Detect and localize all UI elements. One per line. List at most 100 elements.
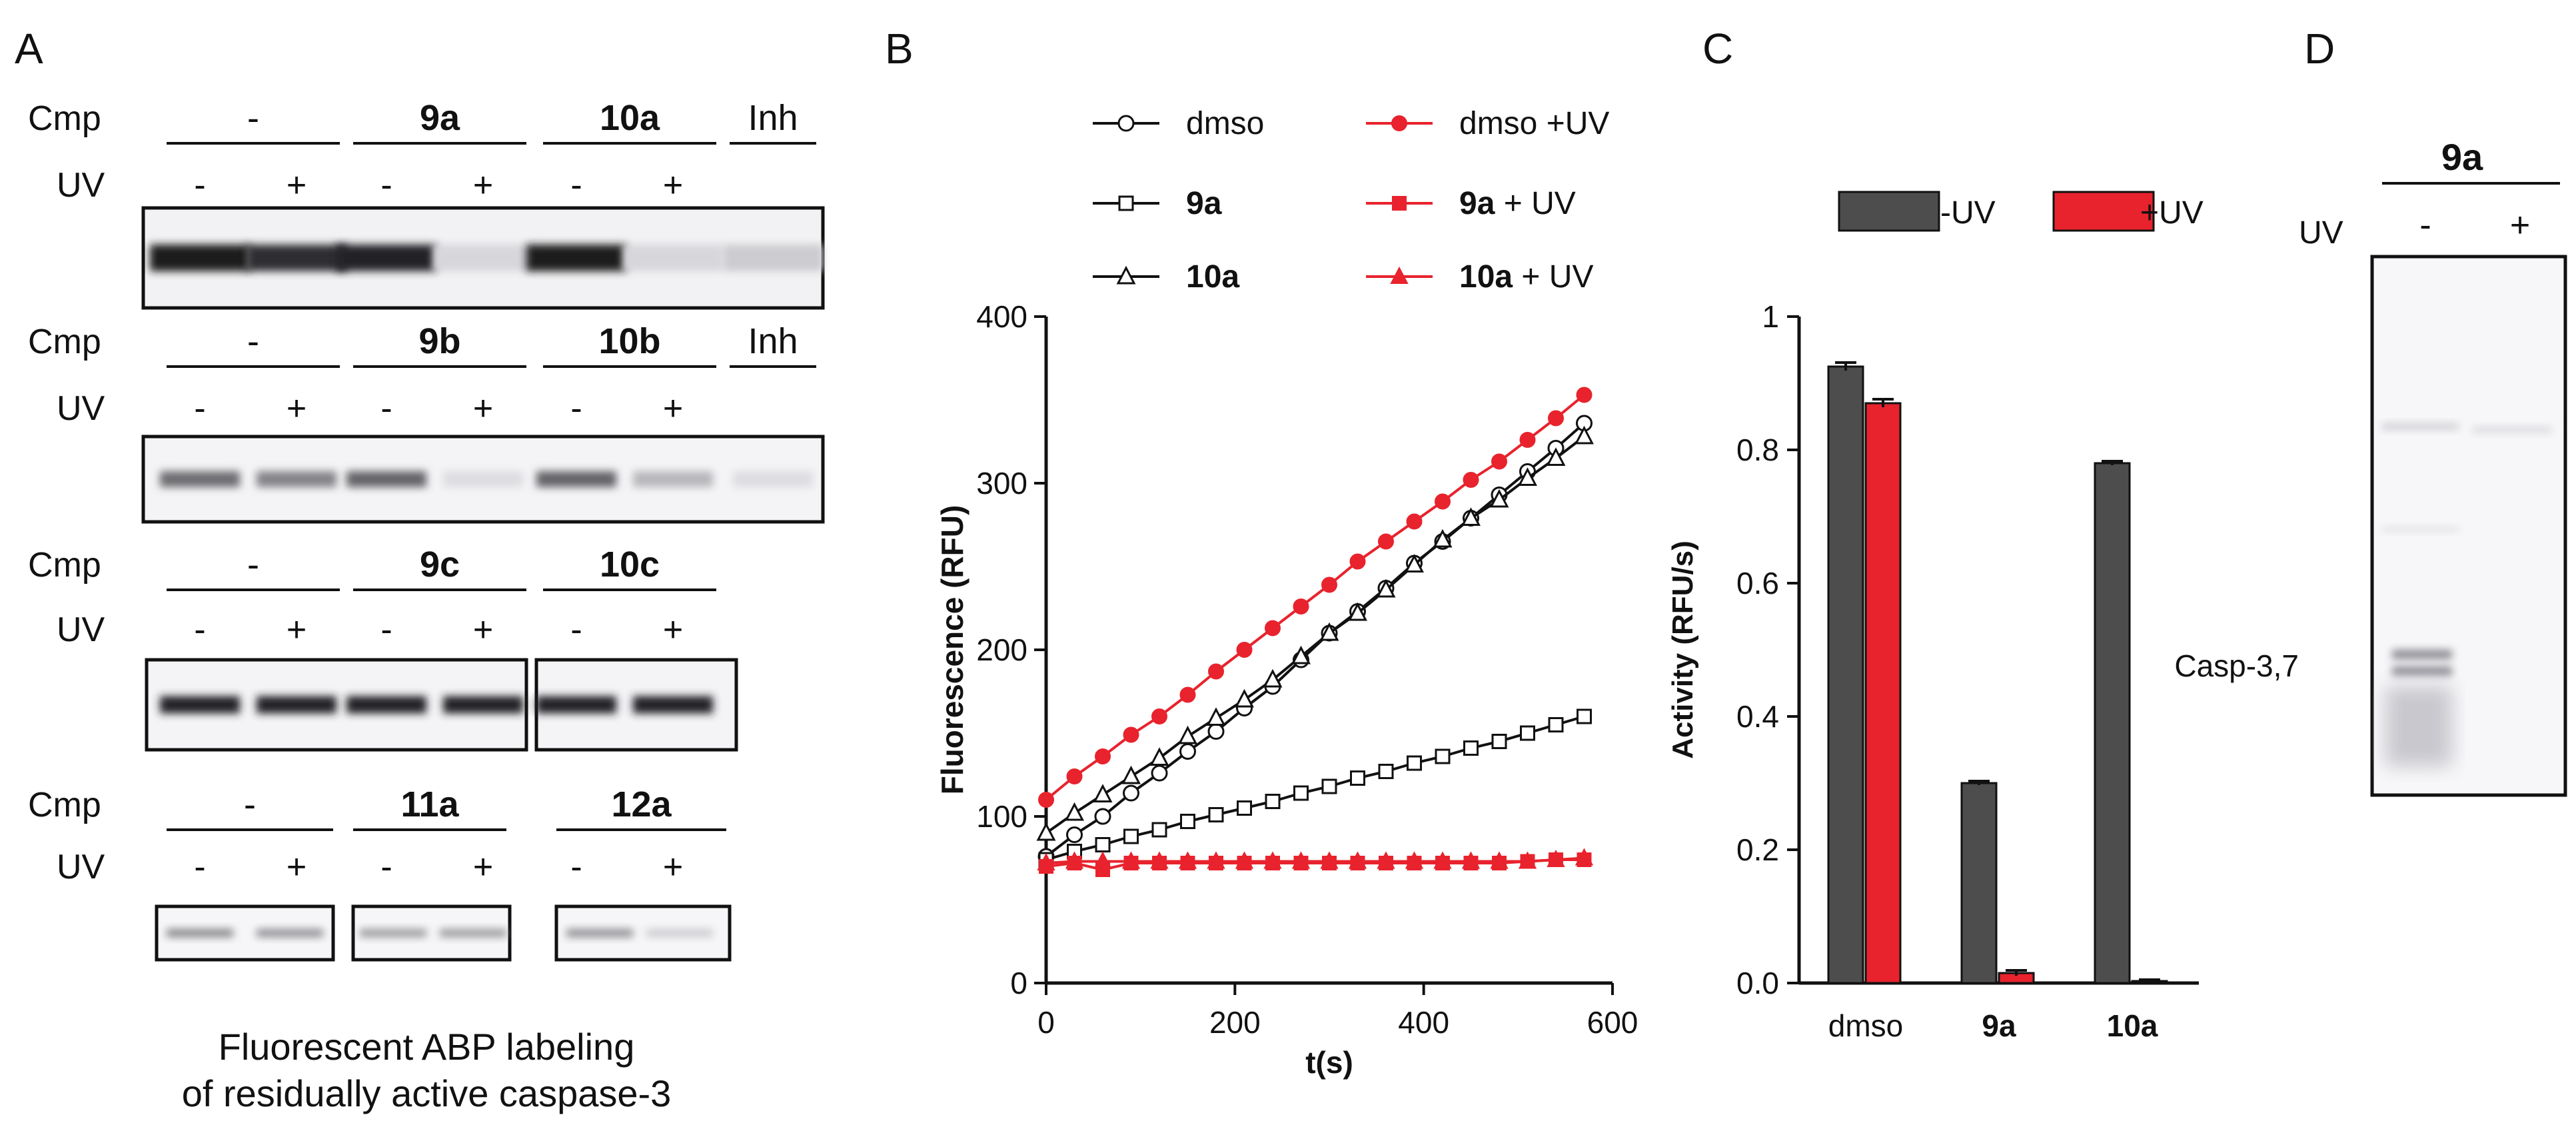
b-series-2-point	[1348, 602, 1367, 621]
legend-label-plus-uv: +UV	[2140, 195, 2204, 231]
gel3-uv-sign-2: -	[380, 610, 392, 649]
b-series-5-point	[1320, 851, 1339, 869]
gel1-group-3: Inh	[748, 98, 798, 138]
b-series-3-point	[1038, 792, 1054, 808]
b-series-2-point	[1518, 467, 1537, 486]
b-legend-text-5: + UV	[1513, 259, 1593, 295]
b-series-1-point	[1265, 794, 1281, 809]
b-series-0	[1037, 415, 1593, 865]
panel-a-caption-line2: of residually active caspase-3	[182, 1072, 672, 1114]
b-series-2-point	[1405, 554, 1424, 572]
b-series-2-point	[1291, 645, 1311, 664]
gel4-group-2: 12a	[611, 784, 672, 824]
c-y-tick-label: 1	[1762, 299, 1779, 334]
gel1-uv-sign-2: -	[380, 166, 392, 205]
gel4-group-1: 11a	[400, 784, 459, 824]
b-legend-bold-5: 10a	[1459, 259, 1513, 295]
c-y-tick-label: 0.8	[1736, 433, 1779, 467]
gel3-band-2	[346, 696, 426, 714]
b-series-2-point	[1149, 747, 1169, 766]
b-series-1-point	[1095, 837, 1111, 852]
b-y-tick-label: 400	[976, 299, 1027, 334]
b-series-5-point	[1433, 851, 1452, 869]
b-legend-text-4: + UV	[1495, 186, 1575, 221]
b-series-2-point	[1433, 529, 1453, 548]
gel2-band-4	[536, 471, 616, 487]
gel2-uv-sign-1: +	[287, 389, 307, 428]
b-series-1-point	[1123, 828, 1139, 844]
gel2-band-6	[733, 471, 813, 487]
gel2-band-1	[257, 471, 336, 487]
b-x-tick-label: 600	[1587, 1005, 1638, 1040]
b-series-1-point	[1577, 708, 1592, 724]
c-y-tick-label: 0.6	[1736, 566, 1779, 600]
b-series-3-point	[1123, 726, 1139, 743]
b-legend-marker-4	[1392, 196, 1407, 211]
gel4-uv-label: UV	[57, 848, 105, 886]
gel3-group-0: -	[247, 545, 259, 584]
c-bar-+UV-dmso	[1864, 402, 1902, 984]
panel-b-line-chart: 0 100 200 300 400 0 200 400 600	[976, 299, 1638, 1040]
gel1-band-6	[723, 245, 823, 271]
gel4-uv-sign-1: +	[287, 848, 307, 886]
d-gel-band-3	[2382, 527, 2459, 532]
b-legend-label-4: 9a + UV	[1459, 186, 1576, 221]
b-series-1-point	[1180, 814, 1195, 829]
gel1-uv-sign-4: -	[570, 166, 582, 205]
gel2-uv-sign-5: +	[663, 389, 683, 428]
b-series-5-point	[1348, 851, 1367, 869]
gel1-band-0	[150, 245, 250, 271]
b-series-1-point	[1407, 755, 1422, 771]
b-series-0-point	[1151, 764, 1168, 782]
b-series-0-point	[1123, 784, 1139, 802]
b-series-2-point	[1235, 688, 1254, 708]
b-series-1-point	[1237, 800, 1252, 816]
c-category-label: 10a	[2107, 1008, 2158, 1043]
gel1-group-1: 9a	[420, 98, 460, 138]
b-series-3-point	[1378, 533, 1394, 550]
b-series-5-point	[1150, 851, 1169, 869]
d-lane-minus: -	[2419, 206, 2431, 245]
b-series-2-point	[1461, 507, 1481, 526]
gel3-band-3	[443, 696, 523, 714]
b-series-2-point	[1489, 489, 1509, 508]
b-y-tick-label: 100	[976, 799, 1027, 834]
b-series-5-point	[1093, 851, 1112, 869]
b-series-line-2	[1045, 435, 1585, 834]
b-x-tick-label: 400	[1398, 1005, 1449, 1040]
gel4-uv-sign-2: -	[380, 848, 392, 886]
b-series-5-point	[1518, 851, 1537, 869]
panel-d-gel: 9a UV - + Casp-3,7	[2174, 136, 2567, 797]
gel1-group-2: 10a	[600, 98, 660, 138]
gel3-band-5	[633, 696, 713, 714]
panel-label-a: A	[15, 25, 43, 73]
b-series-1	[1038, 708, 1592, 868]
b-series-3-point	[1519, 432, 1536, 448]
b-series-3-point	[1265, 620, 1281, 636]
b-series-5	[1037, 848, 1594, 870]
gel1-band-3	[433, 245, 533, 271]
b-legend-bold-1: 9a	[1186, 186, 1222, 221]
b-series-2-point	[1178, 725, 1197, 744]
d-uv-label: UV	[2299, 215, 2343, 251]
b-series-3	[1038, 387, 1593, 808]
b-legend-marker-2	[1116, 265, 1136, 285]
b-legend-bold-2: 10a	[1186, 259, 1239, 295]
c-bar--UV-9a	[1960, 782, 1998, 984]
legend-swatch-minus-uv	[1838, 191, 1940, 232]
gel1-uv-sign-5: +	[663, 166, 683, 205]
gel2-band-5	[633, 471, 713, 487]
gel3-uv-sign-0: -	[194, 610, 205, 649]
b-series-2-point	[1065, 802, 1084, 821]
gel2-cmp-label: Cmp	[28, 323, 101, 361]
gel3-uv-label: UV	[57, 610, 105, 649]
b-series-1-point	[1321, 778, 1337, 794]
b-series-0-point	[1066, 826, 1083, 843]
b-series-5-point	[1547, 849, 1565, 867]
b-series-1-point	[1350, 770, 1365, 786]
b-series-2-point	[1546, 447, 1566, 466]
b-series-3-point	[1576, 387, 1593, 403]
b-series-3-point	[1095, 748, 1111, 764]
gel3-uv-sign-4: -	[570, 610, 582, 649]
gel2-uv-sign-3: +	[473, 389, 493, 428]
